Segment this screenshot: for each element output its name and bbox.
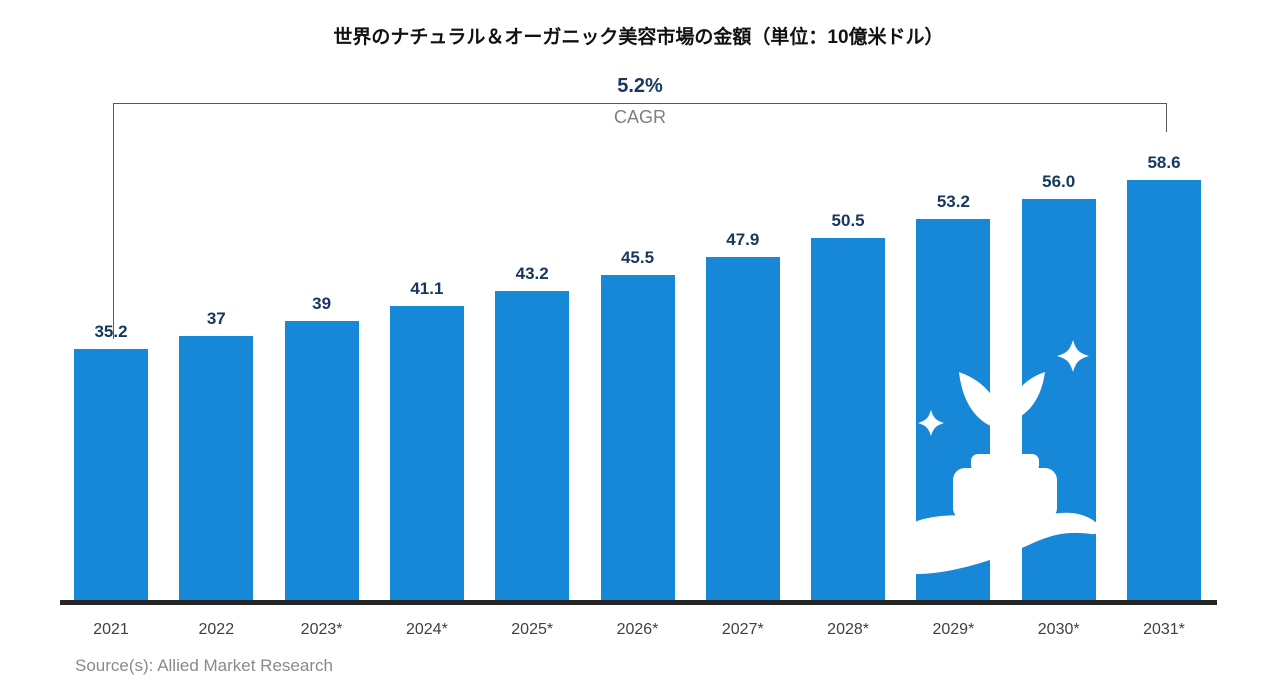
- chart-title: 世界のナチュラル＆オーガニック美容市場の金額（単位：10億米ドル）: [333, 27, 944, 48]
- leaf-icon: [959, 372, 1003, 430]
- x-axis-tick-label: 2021: [93, 621, 129, 638]
- x-axis-tick-label: 2027*: [721, 621, 764, 638]
- bar-value-label: 47.9: [726, 230, 760, 249]
- sparkle-icon: [918, 410, 944, 436]
- hand-holding-organic-cosmetic-icon: [895, 340, 1101, 574]
- x-axis-tick-label: 2031*: [1143, 621, 1185, 638]
- bar-value-label: 45.5: [620, 248, 655, 267]
- bar-2021: [74, 349, 148, 603]
- bar-value-label: 53.2: [936, 192, 970, 211]
- x-axis-tick-label: 2030*: [1037, 621, 1080, 638]
- bar-2023*: [284, 321, 359, 603]
- x-axis-tick-label: 2026*: [616, 621, 659, 638]
- hand-icon: [895, 512, 1101, 574]
- leaf-icon: [1007, 372, 1045, 422]
- bar-value-label: 58.6: [1147, 153, 1181, 172]
- bar-2031*: [1127, 180, 1201, 603]
- x-axis-tick-label: 2025*: [511, 621, 554, 638]
- sparkle-icon: [1057, 340, 1089, 372]
- bar-2024*: [389, 306, 464, 603]
- cosmetic-jar-body: [953, 468, 1057, 520]
- bar-value-label: 39: [312, 294, 332, 313]
- x-axis-line: [60, 600, 1217, 605]
- cagr-value: 5.2%: [565, 75, 715, 98]
- bar-value-label: 43.2: [515, 264, 549, 283]
- x-axis-tick-label: 2029*: [932, 621, 975, 638]
- x-axis-tick-label: 2022: [198, 621, 235, 638]
- bar-2025*: [495, 291, 570, 603]
- cosmetic-jar-lid: [971, 454, 1039, 472]
- bar-value-label: 35.2: [94, 322, 128, 341]
- bar-2028*: [811, 238, 886, 603]
- bar-value-label: 50.5: [831, 211, 865, 230]
- source-text: Source(s): Allied Market Research: [75, 656, 333, 675]
- x-axis-tick-label: 2024*: [405, 621, 448, 638]
- bar-2022: [179, 336, 254, 603]
- bar-value-label: 37: [206, 309, 226, 328]
- plant-stem: [1001, 398, 1009, 470]
- cagr-label: CAGR: [613, 107, 666, 127]
- x-axis-tick-label: 2023*: [300, 621, 343, 638]
- cagr-bracket-horizontal-line: [113, 103, 1167, 104]
- bar-value-label: 56.0: [1042, 172, 1076, 191]
- x-axis-tick-label: 2028*: [827, 621, 869, 638]
- cagr-bracket-left-line: [113, 103, 114, 339]
- bar-2026*: [600, 275, 675, 603]
- cagr-bracket-right-line: [1166, 103, 1167, 132]
- bar-2027*: [705, 257, 780, 603]
- bar-value-label: 41.1: [410, 279, 444, 298]
